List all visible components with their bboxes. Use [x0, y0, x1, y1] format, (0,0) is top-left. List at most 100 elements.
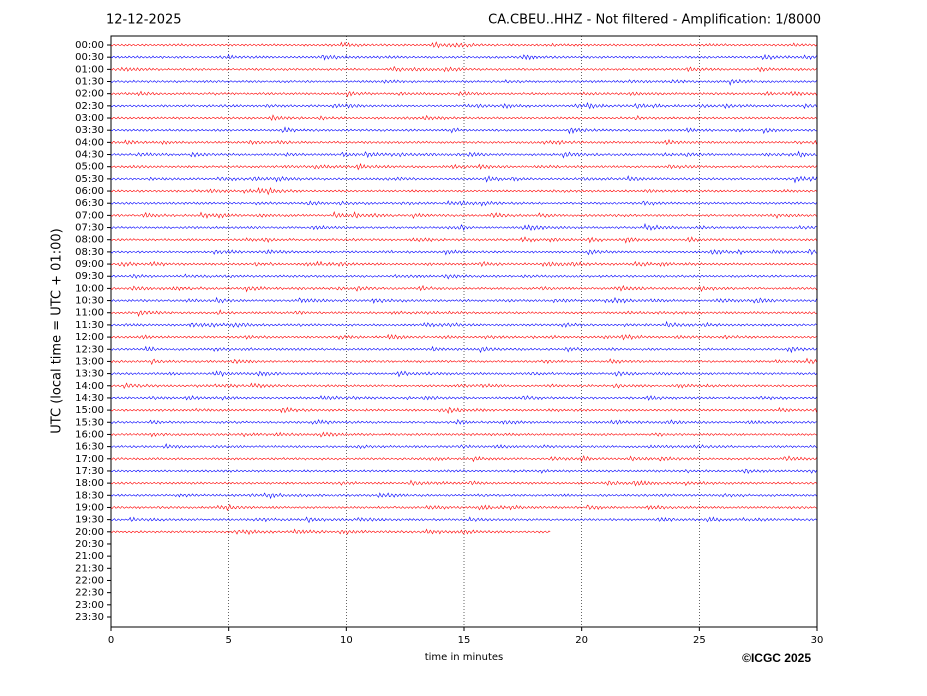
- x-tick-label: 15: [458, 635, 471, 646]
- y-tick-label: 13:00: [75, 356, 104, 367]
- y-tick-label: 14:30: [75, 393, 104, 404]
- y-tick-label: 05:30: [75, 174, 104, 185]
- y-tick-label: 07:30: [75, 223, 104, 234]
- x-tick-label: 10: [340, 635, 353, 646]
- y-tick-label: 16:30: [75, 442, 104, 453]
- y-tick-label: 16:00: [75, 429, 104, 440]
- y-tick-label: 18:30: [75, 490, 104, 501]
- y-tick-label: 06:30: [75, 198, 104, 209]
- y-tick-label: 17:30: [75, 466, 104, 477]
- trace: [110, 65, 817, 73]
- y-tick-label: 01:00: [75, 64, 104, 75]
- trace: [110, 296, 817, 304]
- y-tick-label: 09:30: [75, 271, 104, 282]
- y-tick-label: 15:30: [75, 417, 104, 428]
- trace: [110, 309, 817, 317]
- x-tick-label: 30: [811, 635, 824, 646]
- y-tick-label: 02:30: [75, 101, 104, 112]
- y-tick-label: 21:00: [75, 551, 104, 562]
- y-tick-label: 00:30: [75, 52, 104, 63]
- x-axis-label: time in minutes: [425, 652, 504, 663]
- trace: [110, 41, 817, 49]
- y-tick-label: 17:00: [75, 454, 104, 465]
- y-tick-label: 22:30: [75, 588, 104, 599]
- trace: [110, 186, 817, 196]
- trace: [110, 248, 817, 256]
- y-tick-label: 04:30: [75, 150, 104, 161]
- y-tick-label: 00:00: [75, 40, 104, 51]
- trace: [110, 260, 817, 268]
- y-tick-label: 20:30: [75, 539, 104, 550]
- x-tick-label: 25: [693, 635, 706, 646]
- trace: [110, 345, 817, 354]
- trace: [110, 443, 817, 450]
- trace: [110, 90, 817, 98]
- trace: [110, 284, 817, 293]
- trace: [110, 222, 817, 232]
- chart-title: CA.CBEU..HHZ - Not filtered - Amplificat…: [488, 13, 821, 28]
- trace: [110, 333, 817, 341]
- x-tick-label: 20: [575, 635, 588, 646]
- y-tick-label: 12:30: [75, 344, 104, 355]
- y-tick-label: 23:00: [75, 600, 104, 611]
- trace: [110, 273, 817, 280]
- y-tick-label: 13:30: [75, 369, 104, 380]
- credit: ©ICGC 2025: [742, 651, 811, 665]
- trace: [110, 357, 817, 366]
- trace: [110, 150, 817, 159]
- y-tick-label: 10:30: [75, 296, 104, 307]
- trace: [110, 406, 817, 415]
- trace: [110, 138, 817, 146]
- y-tick-label: 20:00: [75, 527, 104, 538]
- y-tick-label: 09:00: [75, 259, 104, 270]
- y-tick-label: 07:00: [75, 210, 104, 221]
- trace: [110, 175, 817, 184]
- y-tick-label: 05:00: [75, 162, 104, 173]
- trace: [110, 370, 817, 378]
- trace: [110, 236, 817, 244]
- y-tick-label: 01:30: [75, 77, 104, 88]
- y-tick-label: 03:30: [75, 125, 104, 136]
- trace: [110, 395, 817, 401]
- y-tick-label: 11:00: [75, 308, 104, 319]
- x-tick-label: 0: [108, 635, 114, 646]
- trace: [110, 114, 817, 121]
- y-tick-label: 06:00: [75, 186, 104, 197]
- y-tick-label: 10:00: [75, 283, 104, 294]
- trace: [110, 431, 817, 438]
- trace: [110, 479, 817, 487]
- y-tick-label: 11:30: [75, 320, 104, 331]
- y-tick-label: 12:00: [75, 332, 104, 343]
- y-tick-label: 18:00: [75, 478, 104, 489]
- trace: [110, 320, 817, 328]
- trace: [110, 468, 817, 474]
- y-tick-label: 23:30: [75, 612, 104, 623]
- trace: [110, 53, 817, 61]
- x-tick-label: 5: [225, 635, 231, 646]
- y-tick-label: 15:00: [75, 405, 104, 416]
- y-tick-label: 14:00: [75, 381, 104, 392]
- plot-frame: [110, 35, 818, 628]
- chart-date: 12-12-2025: [106, 13, 182, 28]
- trace: [110, 126, 817, 135]
- trace: [110, 101, 817, 110]
- trace: [110, 211, 817, 220]
- trace: [110, 199, 817, 207]
- y-tick-label: 21:30: [75, 563, 104, 574]
- y-tick-label: 04:00: [75, 137, 104, 148]
- y-axis-label: UTC (local time = UTC + 01:00): [50, 228, 65, 433]
- trace: [110, 528, 551, 536]
- trace: [110, 382, 817, 390]
- trace: [110, 454, 817, 463]
- trace: [110, 162, 817, 171]
- y-tick-label: 08:30: [75, 247, 104, 258]
- y-tick-label: 02:00: [75, 89, 104, 100]
- trace: [110, 418, 817, 425]
- y-tick-label: 08:00: [75, 235, 104, 246]
- y-tick-label: 19:00: [75, 502, 104, 513]
- trace: [110, 492, 817, 500]
- trace: [110, 516, 817, 524]
- y-tick-label: 03:00: [75, 113, 104, 124]
- trace: [110, 503, 817, 511]
